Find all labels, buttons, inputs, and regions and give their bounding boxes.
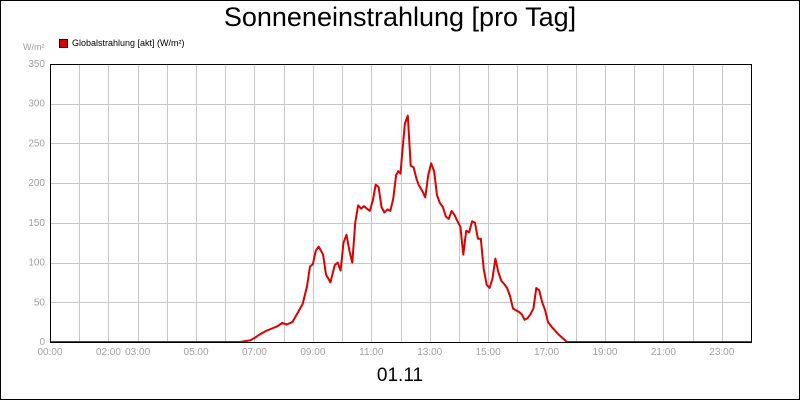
x-tick-label: 13:00 bbox=[417, 347, 442, 358]
x-tick-label: 07:00 bbox=[242, 347, 267, 358]
series-lines bbox=[50, 114, 751, 343]
y-tick-label: 100 bbox=[28, 258, 45, 269]
legend: Globalstrahlung [akt] (W/m²) bbox=[59, 38, 185, 48]
x-tick-label: 15:00 bbox=[476, 347, 501, 358]
legend-swatch bbox=[59, 38, 68, 48]
y-unit-label: W/m² bbox=[23, 42, 45, 52]
series-line bbox=[50, 114, 751, 343]
x-tick-label: 17:00 bbox=[534, 347, 559, 358]
y-tick-label: 150 bbox=[28, 218, 45, 229]
x-axis-ticks: 00:00 02:00 03:00 05:00 07:00 09:00 11:00 13:00… bbox=[37, 347, 734, 358]
plot-area bbox=[50, 64, 751, 342]
y-tick-label: 250 bbox=[28, 138, 45, 149]
x-tick-label: 03:00 bbox=[125, 347, 150, 358]
chart-title: Sonneneinstrahlung [pro Tag] bbox=[223, 2, 577, 32]
x-tick-label: 21:00 bbox=[651, 347, 676, 358]
y-tick-label: 300 bbox=[28, 99, 45, 110]
grid-lines bbox=[50, 64, 751, 342]
y-tick-label: 0 bbox=[39, 337, 45, 348]
x-tick-label: 11:00 bbox=[359, 347, 384, 358]
legend-label: Globalstrahlung [akt] (W/m²) bbox=[72, 38, 185, 48]
y-tick-label: 50 bbox=[34, 297, 46, 308]
x-tick-label: 02:00 bbox=[96, 347, 121, 358]
x-tick-label: 09:00 bbox=[300, 347, 325, 358]
x-tick-label: 23:00 bbox=[709, 347, 734, 358]
y-axis-ticks: 0 50 100 150 200 250 300 350 bbox=[28, 59, 45, 348]
plot-border bbox=[50, 64, 752, 343]
y-tick-label: 350 bbox=[28, 59, 45, 70]
x-tick-label: 05:00 bbox=[184, 347, 209, 358]
y-tick-label: 200 bbox=[28, 178, 45, 189]
x-tick-label: 19:00 bbox=[592, 347, 617, 358]
x-axis-label: 01.11 bbox=[376, 365, 424, 386]
x-tick-label: 00:00 bbox=[37, 347, 62, 358]
